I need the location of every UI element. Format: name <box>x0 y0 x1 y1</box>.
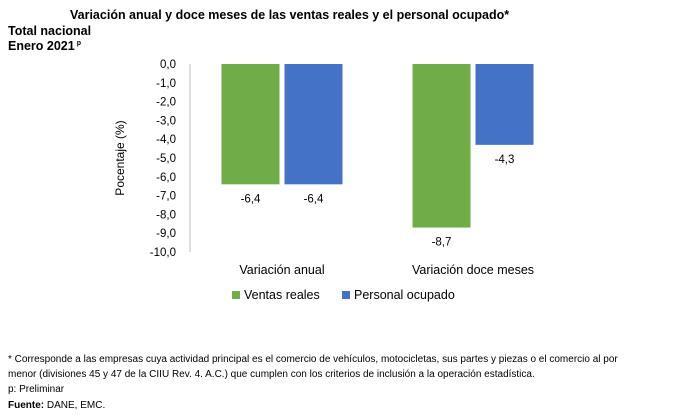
y-tick-label: -1,0 <box>156 78 176 90</box>
bar-personal-doce-meses <box>475 64 534 145</box>
source-note: Fuente: DANE, EMC. <box>8 400 105 411</box>
x-category-label: Variación doce meses <box>412 263 534 277</box>
legend-label: Personal ocupado <box>354 288 455 302</box>
y-tick-label: -6,0 <box>156 172 176 184</box>
chart-subtitle-period: Enero 2021 p <box>8 39 81 53</box>
x-category-label: Variación anual <box>239 263 324 277</box>
footnote-line-3: p: Preliminar <box>8 384 65 395</box>
y-tick-label: -5,0 <box>156 153 176 165</box>
y-tick-label: -10,0 <box>150 247 176 259</box>
legend-swatch <box>342 291 350 299</box>
bar-data-label: -6,4 <box>241 193 261 205</box>
source-text: DANE, EMC. <box>44 400 106 411</box>
chart-title: Variación anual y doce meses de las vent… <box>70 8 510 22</box>
footnote-line-1: * Corresponde a las empresas cuya activi… <box>8 354 618 365</box>
bar-ventas-doce-meses <box>412 64 471 228</box>
footnote-line-2: menor (divisiones 45 y 47 de la CIIU Rev… <box>8 369 535 380</box>
y-tick-label: -9,0 <box>156 228 176 240</box>
bar-ventas-anual <box>221 64 280 185</box>
legend-label: Ventas reales <box>244 288 320 302</box>
period-text: Enero 2021 <box>8 39 75 53</box>
chart-subtitle-scope: Total nacional <box>8 24 92 38</box>
y-axis-title: Pocentaje (%) <box>113 120 127 195</box>
bar-data-label: -4,3 <box>495 154 515 166</box>
y-tick-label: -7,0 <box>156 191 176 203</box>
footnote: * Corresponde a las empresas cuya activi… <box>8 352 692 397</box>
y-tick-label: -4,0 <box>156 134 176 146</box>
bar-data-label: -8,7 <box>432 237 452 249</box>
preliminary-mark: p <box>76 40 81 47</box>
y-tick-label: -8,0 <box>156 209 176 221</box>
bar-chart: 0,0 -1,0 -2,0 -3,0 -4,0 -5,0 -6,0 -7,0 -8,0 -9,0 -… <box>113 59 534 302</box>
legend-swatch <box>232 291 240 299</box>
bar-data-label: -6,4 <box>304 193 324 205</box>
source-label: Fuente: <box>8 400 45 411</box>
y-tick-label: 0,0 <box>160 59 176 71</box>
y-tick-label: -2,0 <box>156 97 176 109</box>
y-tick-label: -3,0 <box>156 115 176 127</box>
bar-personal-anual <box>284 64 343 185</box>
